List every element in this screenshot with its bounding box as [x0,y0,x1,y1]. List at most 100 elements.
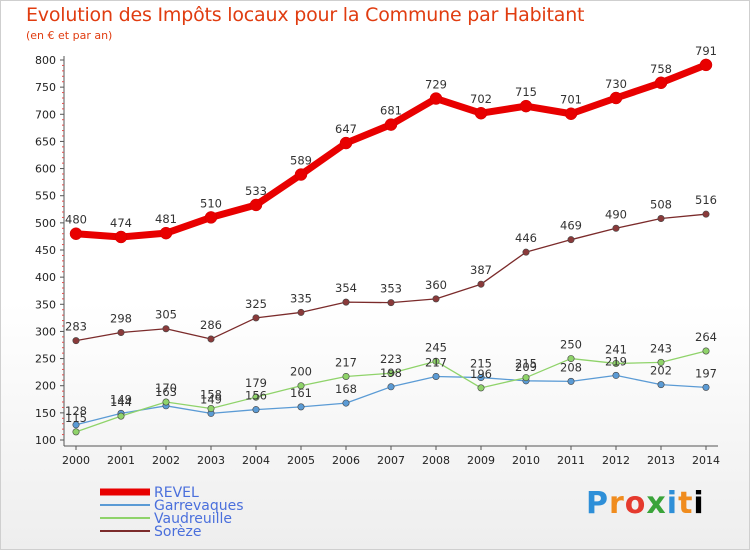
data-point-vaudreuille [72,428,80,436]
data-point-vaudreuille [612,359,620,367]
data-label-sorèze: 305 [155,308,177,322]
data-label-garrevaques: 197 [695,366,717,380]
data-label-garrevaques: 198 [380,366,402,380]
data-point-sorèze [432,295,440,303]
data-label-vaudreuille: 243 [650,341,672,355]
data-label-vaudreuille: 217 [335,355,357,369]
data-label-sorèze: 387 [470,263,492,277]
data-label-sorèze: 325 [245,297,267,311]
data-label-sorèze: 353 [380,282,402,296]
data-point-revel [249,198,263,212]
data-label-sorèze: 298 [110,312,132,326]
data-point-garrevaques [477,374,485,382]
data-point-revel [699,58,713,72]
series-layer [69,58,713,436]
proxiti-logo: Proxiti [586,486,705,521]
data-point-garrevaques [567,377,575,385]
data-point-sorèze [387,299,395,307]
y-tick-label: 800 [35,54,56,67]
data-label-vaudreuille: 200 [290,365,312,379]
data-label-garrevaques: 163 [155,385,177,399]
data-point-revel [339,136,353,150]
data-label-vaudreuille: 241 [605,342,627,356]
data-label-vaudreuille: 158 [200,388,222,402]
x-tick-label: 2014 [692,454,720,467]
x-tick-label: 2013 [647,454,675,467]
data-label-revel: 681 [380,104,402,118]
data-label-garrevaques: 168 [335,382,357,396]
data-point-garrevaques [432,372,440,380]
legend-label-revel: REVEL [154,485,199,501]
data-label-revel: 474 [110,216,132,230]
data-point-garrevaques [72,421,80,429]
data-label-revel: 729 [425,78,447,92]
data-point-sorèze [567,236,575,244]
data-label-sorèze: 490 [605,207,627,221]
y-tick-label: 450 [35,244,56,257]
data-point-vaudreuille [117,412,125,420]
data-point-revel [474,106,488,120]
x-tick-label: 2003 [197,454,225,467]
data-point-garrevaques [297,403,305,411]
x-tick-label: 2012 [602,454,630,467]
y-tick-label: 550 [35,190,56,203]
data-point-sorèze [657,215,665,223]
chart-title: Evolution des Impôts locaux pour la Comm… [26,4,585,26]
data-label-garrevaques: 161 [290,386,312,400]
y-tick-label: 150 [35,407,56,420]
data-point-vaudreuille [477,384,485,392]
data-point-garrevaques [342,399,350,407]
data-label-revel: 702 [470,92,492,106]
data-label-vaudreuille: 250 [560,338,582,352]
data-point-vaudreuille [297,382,305,390]
data-label-sorèze: 508 [650,198,672,212]
data-label-vaudreuille: 115 [65,411,87,425]
y-tick-label: 100 [35,434,56,447]
data-point-vaudreuille [387,369,395,377]
x-tick-label: 2000 [62,454,90,467]
data-point-revel [564,107,578,120]
data-point-sorèze [522,248,530,256]
data-label-vaudreuille: 245 [425,340,447,354]
data-label-revel: 758 [650,62,672,76]
data-label-garrevaques: 219 [605,354,627,368]
data-label-revel: 647 [335,122,357,136]
data-point-vaudreuille [207,405,215,413]
data-point-sorèze [342,298,350,306]
data-point-vaudreuille [342,372,350,380]
data-label-vaudreuille: 223 [380,352,402,366]
data-label-sorèze: 286 [200,318,222,332]
data-point-vaudreuille [657,358,665,366]
data-label-garrevaques: 128 [65,404,87,418]
data-label-sorèze: 469 [560,219,582,233]
y-tick-label: 300 [35,325,56,338]
data-label-garrevaques: 215 [470,357,492,371]
y-tick-label: 750 [35,81,56,94]
data-point-vaudreuille [432,357,440,365]
data-point-revel [429,92,443,105]
legend-label-sorèze: Sorèze [154,524,201,540]
data-point-garrevaques [252,406,260,414]
data-label-vaudreuille: 144 [110,395,132,409]
x-tick-label: 2005 [287,454,315,467]
x-tick-label: 2007 [377,454,405,467]
data-label-revel: 480 [65,213,87,227]
axes: 100 150 200 250 300 350 400 450 500 550 600 650 700 7… [35,54,720,467]
data-point-sorèze [477,280,485,288]
data-label-garrevaques: 208 [560,360,582,374]
x-tick-label: 2002 [152,454,180,467]
data-label-revel: 701 [560,93,582,107]
data-label-vaudreuille: 215 [515,357,537,371]
data-point-vaudreuille [702,347,710,355]
y-tick-label: 500 [35,217,56,230]
x-tick-label: 2010 [512,454,540,467]
data-point-revel [159,226,173,240]
data-point-revel [69,227,83,240]
x-tick-label: 2004 [242,454,270,467]
data-point-revel [609,91,623,105]
x-tick-label: 2009 [467,454,495,467]
data-label-revel: 533 [245,184,267,198]
